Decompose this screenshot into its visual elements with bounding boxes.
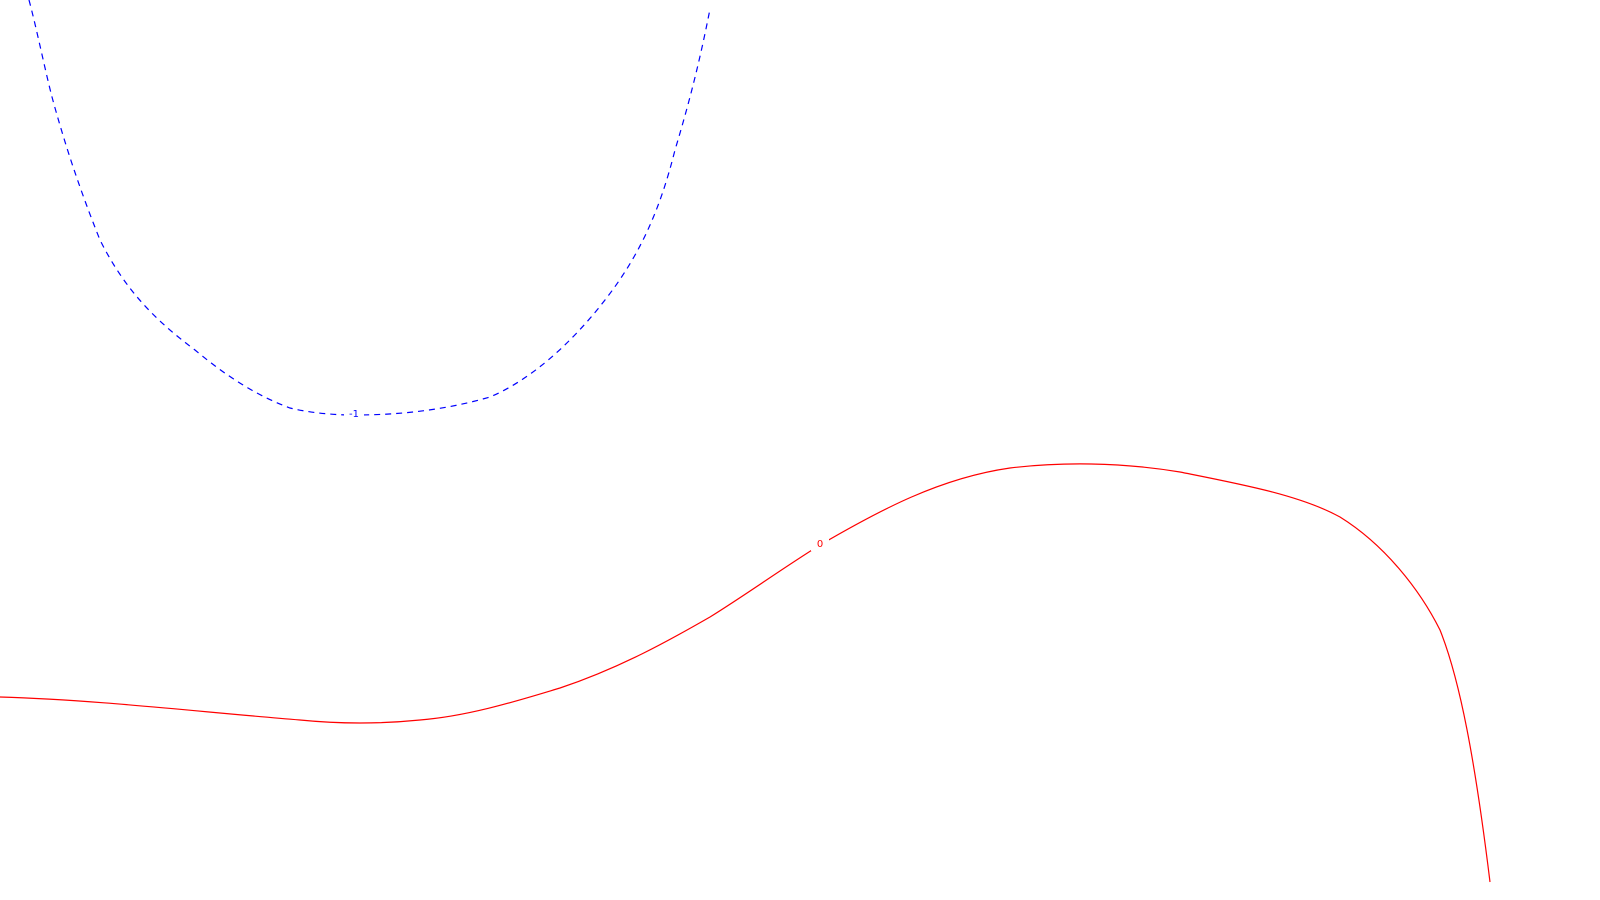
contour-label-background-minus-1: [344, 408, 364, 421]
contour-label-minus-1: -1: [349, 409, 359, 420]
contour-line-minus-1: [28, 0, 711, 416]
contour-group-0: 0: [0, 463, 1491, 883]
contour-label-0: 0: [817, 539, 823, 550]
contour-label-background-0: [811, 538, 829, 551]
contour-group-minus-1: -1: [28, 0, 711, 421]
contour-line-0: [0, 463, 1491, 883]
